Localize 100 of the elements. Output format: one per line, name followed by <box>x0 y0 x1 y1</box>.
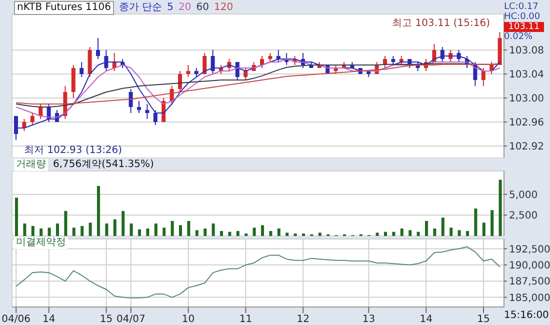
y-tick-label: 103.00 <box>509 94 544 105</box>
x-tick-label: 10 <box>182 314 195 325</box>
candlestick <box>71 64 76 98</box>
y-tick-label: 103.04 <box>509 70 544 81</box>
x-tick-label: 11 <box>239 314 252 325</box>
bar <box>97 186 100 236</box>
text: 5 <box>167 2 174 14</box>
candlestick <box>244 68 248 80</box>
bar <box>23 224 26 236</box>
bar <box>236 231 240 236</box>
y-tick-label: 102.96 <box>509 118 544 129</box>
bar <box>72 228 76 236</box>
bar <box>88 222 92 236</box>
candlestick <box>137 100 141 114</box>
candlestick <box>145 104 150 120</box>
x-tick-label: 04/07 <box>116 314 146 325</box>
bar <box>220 231 223 236</box>
bar <box>482 222 486 236</box>
y-tick-label: 5,000 <box>509 190 538 201</box>
text: 60 <box>196 2 209 14</box>
text: 120 <box>214 2 234 14</box>
candlestick <box>481 68 486 86</box>
bar <box>286 232 289 236</box>
candlestick <box>88 46 92 78</box>
bar <box>318 232 322 236</box>
bar <box>376 232 379 236</box>
bar <box>146 228 150 236</box>
bar <box>138 229 141 236</box>
bar <box>162 228 166 236</box>
y-tick-label: 103.08 <box>509 46 544 57</box>
candlestick <box>235 62 240 80</box>
candlestick <box>153 110 158 126</box>
x-tick-label: 12 <box>296 314 310 325</box>
annotation: 0.02% <box>504 32 534 42</box>
y-tick-label: 185,000 <box>509 292 550 304</box>
x-tick-label: 14 <box>420 314 432 325</box>
bar <box>64 211 68 236</box>
text: 15:16:00 <box>504 310 550 322</box>
bar <box>392 232 396 236</box>
bar <box>48 228 51 236</box>
bar <box>261 225 264 236</box>
y-tick-label: 190,000 <box>509 260 550 272</box>
bar <box>154 224 158 236</box>
chart-title: nKTB Futures 1106 <box>14 1 114 15</box>
chart-title: 거래량 <box>14 159 48 171</box>
candlestick <box>128 88 133 114</box>
legend-title: 종가 단순 <box>118 2 162 14</box>
bar <box>228 232 232 236</box>
bar <box>15 198 18 236</box>
y-tick-label: 102.92 <box>509 142 544 153</box>
bar <box>498 180 502 236</box>
bar <box>80 226 84 236</box>
y-tick-label: 2,500 <box>509 210 538 222</box>
chart-title: 미결제약정 <box>14 237 68 249</box>
bar <box>31 226 34 236</box>
chart-subtitle: 6,756계약(541.35%) <box>53 159 154 171</box>
line-series <box>16 246 500 298</box>
bar <box>425 221 428 236</box>
y-tick-label: 192,500 <box>509 244 550 256</box>
x-tick-label: 14 <box>42 314 56 325</box>
candlestick <box>186 64 190 78</box>
x-tick-label: 04/06 <box>2 314 31 325</box>
bar <box>170 221 174 236</box>
candlestick <box>80 62 84 78</box>
bar <box>466 231 469 236</box>
bar <box>433 228 436 236</box>
bar <box>179 225 182 236</box>
bar <box>441 218 444 236</box>
candlestick <box>96 38 100 60</box>
bar <box>195 230 198 236</box>
text: LC:0.17 <box>504 2 540 12</box>
annotation: 최고 103.11 (15:16) <box>392 18 490 30</box>
bar <box>212 224 215 236</box>
bar <box>450 228 453 236</box>
bar <box>56 224 59 236</box>
bar <box>490 210 494 236</box>
bar <box>384 232 387 236</box>
bar <box>400 228 404 236</box>
bar <box>105 224 108 236</box>
candlestick <box>178 70 182 92</box>
annotation: HC:0.00 <box>504 12 542 22</box>
candlestick <box>30 112 34 126</box>
bar <box>130 224 133 236</box>
bar <box>269 231 272 236</box>
text: 20 <box>178 2 192 14</box>
x-tick-label: 13 <box>362 314 376 325</box>
bar <box>204 228 207 236</box>
x-tick-label: 15 <box>477 314 490 325</box>
bar <box>416 232 420 236</box>
bar <box>277 228 280 236</box>
bar <box>474 208 478 236</box>
bar <box>252 228 256 236</box>
x-tick-label: 15 <box>100 314 113 325</box>
bar <box>113 219 116 236</box>
candlestick <box>260 56 264 68</box>
annotation: 최저 102.93 (13:26) <box>24 145 122 156</box>
candlestick <box>22 118 26 132</box>
bar <box>458 230 461 236</box>
bar <box>40 228 43 236</box>
bar <box>122 211 125 236</box>
